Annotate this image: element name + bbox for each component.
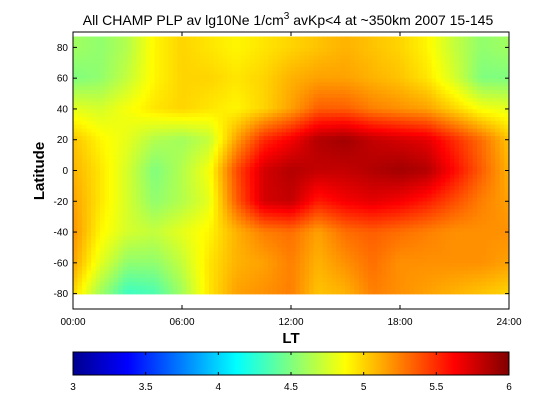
heatmap-cells [73,36,509,295]
chart-title: All CHAMP PLP av lg10Ne 1/cm3 avKp<4 at … [83,11,494,28]
title-superscript: 3 [284,11,290,22]
title-suffix: avKp<4 at ~350km 2007 15-145 [289,12,493,28]
title-main: All CHAMP PLP av lg10Ne 1/cm [83,12,284,28]
plot-area: 00:00 06:00 12:00 18:00 24:00 -80-60-40-2002… [54,31,522,328]
